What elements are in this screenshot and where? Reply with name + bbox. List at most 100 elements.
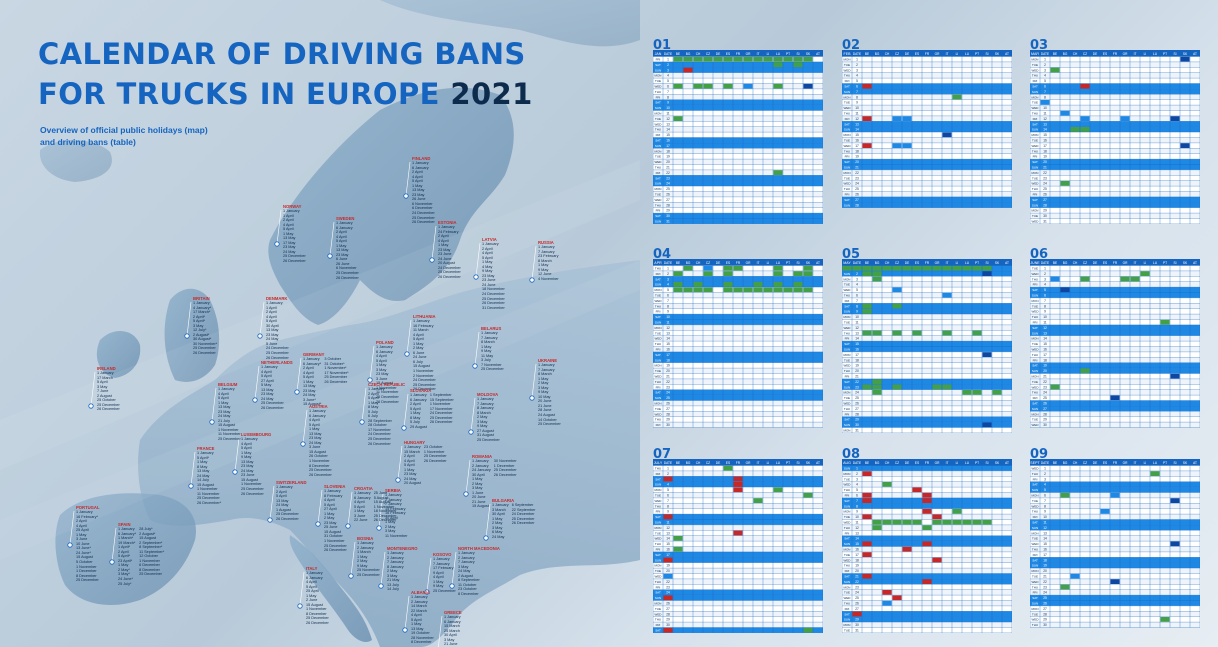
day-name-cell: TUE [1032, 63, 1038, 67]
day-name-cell: MON [844, 428, 851, 432]
grid-lines [1030, 459, 1200, 628]
day-name-cell: SUN [655, 321, 661, 325]
day-name-cell: TUE [655, 79, 661, 83]
weekday-row [842, 297, 1012, 304]
country-slovakia: Slovakia 1 January 6 January 2 April 5 Ap… [410, 388, 454, 429]
ban-cell-green [773, 271, 783, 276]
column-header: LU [965, 261, 970, 265]
country-dot [529, 277, 535, 283]
date-cell: 11 [1043, 521, 1047, 525]
weekday-row [1030, 297, 1200, 304]
ban-cell-green [773, 56, 783, 62]
weekday-row [1030, 541, 1200, 547]
weekday-row [1030, 622, 1200, 628]
date-cell: 28 [1043, 203, 1047, 207]
country-name: Lithuania [413, 314, 436, 319]
weekday-row [1030, 378, 1200, 385]
column-header: SI [985, 461, 988, 465]
weekday-row [1030, 142, 1200, 149]
column-header: CZ [1083, 52, 1087, 56]
weekday-row [842, 148, 1012, 154]
ban-cell-green [912, 330, 922, 336]
date-cell: 12 [666, 526, 670, 530]
weekend-ban-row [842, 378, 1012, 385]
day-name-cell: WED [844, 596, 852, 600]
date-cell: 13 [1043, 531, 1047, 535]
ireland-landmass [96, 330, 141, 378]
day-name-cell: WED [1032, 580, 1040, 584]
country-poland: Poland 1 January 6 January 4 April 5 Apri… [376, 340, 399, 404]
day-name-cell: THU [655, 267, 661, 271]
weekday-row [653, 126, 823, 133]
leader-line [380, 551, 386, 587]
weekday-row [653, 148, 823, 154]
day-name-cell: MON [1032, 171, 1039, 175]
weekend-ban-row [842, 611, 1012, 617]
date-cell: 21 [666, 375, 670, 379]
weekend-ban-row [653, 276, 823, 282]
ban-cell-blue [942, 292, 952, 298]
holiday-dates: 1 January 7 January 8 March 1 May 2 May … [538, 363, 561, 427]
ban-cell-green [743, 287, 753, 293]
country-russia: Russia 1 January 7 January 23 February 8 … [538, 240, 559, 281]
day-name-cell: WED [655, 574, 663, 578]
weekday-row [653, 584, 823, 590]
country-name: Poland [376, 340, 394, 345]
weekday-row [842, 137, 1012, 143]
holiday-dates: 1 January 3 March 30 April 1 May 2 May 3… [492, 503, 509, 539]
date-cell: 17 [855, 353, 859, 357]
column-header: ES [1103, 52, 1107, 56]
column-header: AT [1005, 461, 1009, 465]
day-name-cell: TUE [844, 320, 850, 324]
day-name-cell: WED [844, 401, 852, 405]
country-dot [294, 389, 300, 395]
date-cell: 2 [1044, 272, 1046, 276]
weekday-row [1030, 389, 1200, 396]
ban-cell-green [1130, 276, 1140, 282]
ban-cell-green [673, 282, 683, 287]
ban-cell-blue [703, 265, 713, 271]
date-cell: 27 [666, 407, 670, 411]
day-name-cell: TUE [655, 331, 661, 335]
column-header: AT [1193, 261, 1197, 265]
date-cell: 11 [1043, 111, 1047, 115]
grid-lines [842, 259, 1012, 433]
day-name-cell: WED [844, 483, 852, 487]
column-header: IT [1134, 461, 1137, 465]
weekday-row [653, 292, 823, 298]
leader-line [403, 393, 409, 429]
day-name-cell: THU [1032, 353, 1038, 357]
weekend-ban-row [842, 121, 1012, 127]
leader-line [475, 242, 481, 278]
table-header-row [842, 50, 1012, 57]
date-cell: 10 [855, 106, 859, 110]
country-dot [424, 589, 430, 595]
ban-cell-green [862, 271, 872, 276]
date-cell: 9 [856, 510, 858, 514]
day-name-cell: SUN [844, 165, 850, 169]
weekday-row [653, 405, 823, 412]
weekday-row [1030, 535, 1200, 542]
country-norway: Norway 1 January 1 April 2 April 4 April … [283, 204, 306, 264]
date-cell: 16 [666, 547, 670, 551]
date-cell: 10 [855, 315, 859, 319]
ban-cell-green [773, 282, 783, 287]
weekend-ban-row [1030, 600, 1200, 606]
day-name-cell: MON [655, 402, 662, 406]
weekday-row [1030, 78, 1200, 84]
day-name-cell: MON [655, 74, 662, 78]
date-cell: 26 [666, 192, 670, 196]
ban-cell-green [793, 56, 803, 62]
date-cell: 26 [1043, 402, 1047, 406]
country-romania: Romania 1 January 2 January 24 January 30… [472, 454, 517, 509]
weekday-row [653, 191, 823, 197]
column-header: PT [975, 461, 979, 465]
weekend-ban-row [1030, 524, 1200, 531]
month-grid: APR DATE BE BG CH CZ DE ES FR GR IT LI LU PT SI SK AT THU… [653, 259, 823, 428]
country-denmark: Denmark 1 January 1 April 2 April 4 April… [266, 296, 289, 360]
column-header: PT [975, 52, 979, 56]
ban-cell-green [872, 384, 882, 390]
date-cell: 1 [667, 57, 669, 61]
country-switzerland: Switzerland 1 January 2 April 5 April 13 … [276, 480, 306, 521]
iceland-landmass [39, 140, 112, 182]
